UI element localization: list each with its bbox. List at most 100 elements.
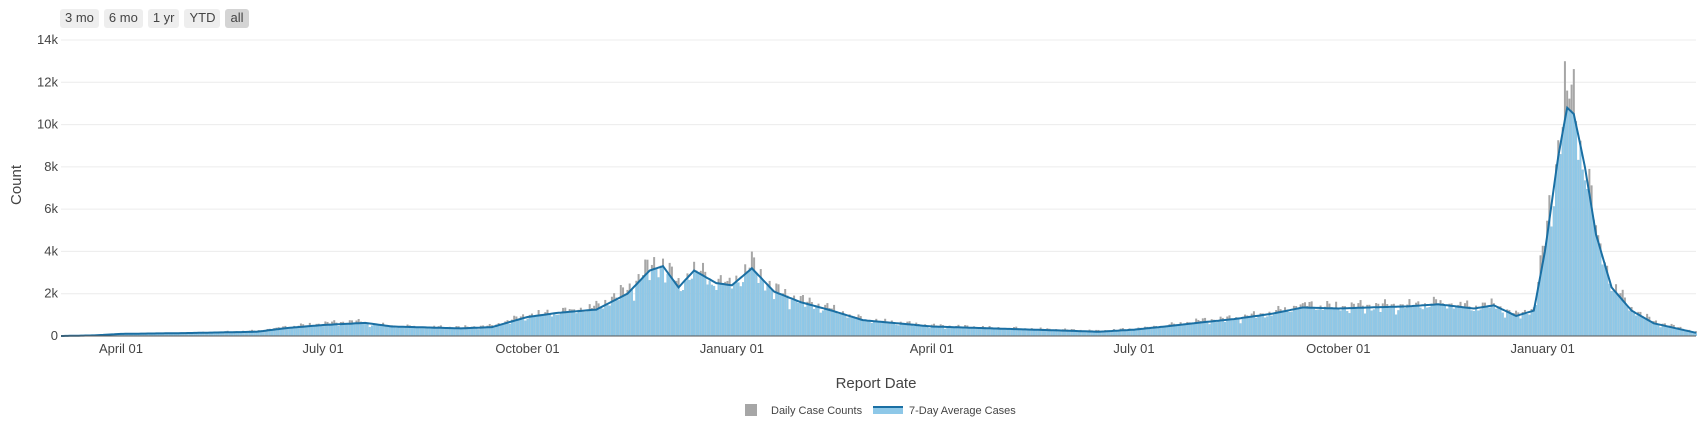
average-bar [821,310,824,336]
average-bar [1124,330,1127,336]
average-bar [1615,292,1618,336]
range-button-1-yr[interactable]: 1 yr [147,9,180,28]
average-bar [1441,304,1444,336]
average-bar [713,285,716,336]
average-bar [644,275,647,336]
average-bar [1328,308,1331,336]
average-bar [875,321,878,336]
legend-label-daily: Daily Case Counts [771,405,863,417]
average-bar [599,307,602,336]
average-bar [1532,310,1535,336]
average-bar [1617,295,1620,336]
average-bar [1308,307,1311,336]
average-bar [533,316,536,336]
legend-item-daily[interactable]: Daily Case Counts [745,404,863,417]
range-button-6-mo[interactable]: 6 mo [103,9,143,28]
average-bar [368,327,371,336]
average-bar [1461,307,1464,336]
average-bar [577,311,580,336]
average-bar [1390,306,1393,336]
average-bar [357,323,360,336]
average-bar [1468,307,1471,336]
average-bar [1428,307,1431,336]
average-bar [1646,319,1649,336]
average-bar [326,324,329,336]
average-bar [988,328,991,336]
average-bar [510,321,513,336]
average-bar [673,281,676,336]
average-bar [268,330,271,336]
average-bar [1208,324,1211,336]
average-bar [970,327,973,336]
average-bar [1041,329,1044,336]
average-bar [1670,327,1673,336]
average-bar [759,277,762,336]
average-bar [244,331,247,336]
average-bar [1072,330,1075,336]
average-bar [355,323,358,336]
average-bar [446,328,449,336]
average-bar [1692,332,1695,336]
average-bar [393,327,396,336]
average-bar [628,291,631,336]
average-bar [486,327,489,336]
average-bar [857,318,860,336]
average-bar [1219,320,1222,336]
average-bar [1266,316,1269,336]
average-bar [1201,322,1204,336]
average-bar [1017,329,1020,336]
average-bar [275,329,278,336]
average-bar [159,333,162,336]
average-bar [906,324,909,336]
average-bar [726,284,729,336]
average-bar [886,322,889,336]
average-bar [1568,109,1571,337]
average-bar [1695,332,1697,336]
average-bar [479,327,482,336]
range-button-ytd[interactable]: YTD [184,9,221,28]
average-bar [861,320,864,336]
average-bar [1044,330,1047,336]
range-button-3-mo[interactable]: 3 mo [60,9,99,28]
average-bar [704,276,707,336]
average-bar [1168,325,1171,336]
average-bar [1066,330,1069,336]
average-bar [926,326,929,336]
average-bar [1301,307,1304,336]
average-bar [293,327,296,336]
average-bar [1535,304,1538,336]
range-button-all[interactable]: all [225,9,249,28]
average-bar [1164,326,1167,336]
average-bar [351,323,354,336]
average-bar [1508,312,1511,336]
average-bar [1641,316,1644,336]
average-bar [959,327,962,336]
average-bar [1179,324,1182,336]
average-bar [968,327,971,336]
average-bar [739,286,742,336]
average-bar [173,333,176,336]
average-bar [331,324,334,336]
average-bar [128,333,131,336]
average-bar [1626,306,1629,336]
average-bar [1570,111,1573,336]
average-bar [1317,309,1320,336]
average-bar [575,313,578,336]
average-bar [1097,331,1100,336]
average-bar [1332,308,1335,336]
average-bar [153,333,156,336]
average-bar [399,327,402,336]
average-bar [168,333,171,336]
average-bar [286,327,289,336]
average-bar [162,333,165,336]
average-bar [1281,311,1284,336]
average-bar [450,328,453,336]
average-bar [259,331,262,336]
average-bar [439,327,442,336]
average-bar [1455,306,1458,336]
average-bar [588,310,591,336]
legend[interactable]: Daily Case Counts 7-Day Average Cases [745,404,1016,417]
average-bar [395,327,398,336]
average-bar [235,332,238,336]
legend-item-average[interactable]: 7-Day Average Cases [873,405,1016,417]
